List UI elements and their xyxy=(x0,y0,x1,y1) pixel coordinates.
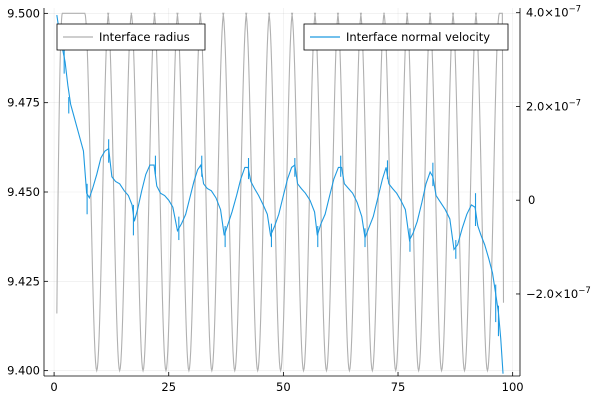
legends: Interface radius Interface normal velocit… xyxy=(56,23,509,51)
legend-interface-normal-velocity: Interface normal velocity xyxy=(303,23,509,51)
x-tick-label-0: 0 xyxy=(50,380,57,394)
legend-interface-radius: Interface radius xyxy=(56,23,206,51)
x-tick-label-1: 25 xyxy=(161,380,176,394)
grid-lines xyxy=(44,8,520,376)
x-tick-label-4: 100 xyxy=(502,380,524,394)
y-left-tick-label-0: 9.400 xyxy=(7,364,40,378)
series-line-interface-radius xyxy=(56,12,505,373)
legend-label: Interface normal velocity xyxy=(346,30,490,44)
y-left-tick-label-2: 9.450 xyxy=(7,185,40,199)
axis-ticks: 0 25 50 75 100 9.400 9.425 9.450 9.475 9.500 −2.0×… xyxy=(7,5,591,394)
y-right-tick-label-0: −2.0×10−7 xyxy=(526,286,591,301)
y-right-tick-label-2: 2.0×10−7 xyxy=(526,98,581,113)
legend-label: Interface radius xyxy=(99,30,190,44)
plot-series xyxy=(56,12,505,374)
x-tick-label-2: 50 xyxy=(276,380,291,394)
y-left-tick-label-3: 9.475 xyxy=(7,96,40,110)
y-left-tick-label-4: 9.500 xyxy=(7,6,40,20)
y-left-tick-label-1: 9.425 xyxy=(7,274,40,288)
y-right-tick-label-1: 0 xyxy=(528,193,535,207)
series-line-interface-normal-velocity xyxy=(56,14,504,374)
x-tick-label-3: 75 xyxy=(391,380,406,394)
y-right-tick-label-3: 4.0×10−7 xyxy=(526,5,581,20)
